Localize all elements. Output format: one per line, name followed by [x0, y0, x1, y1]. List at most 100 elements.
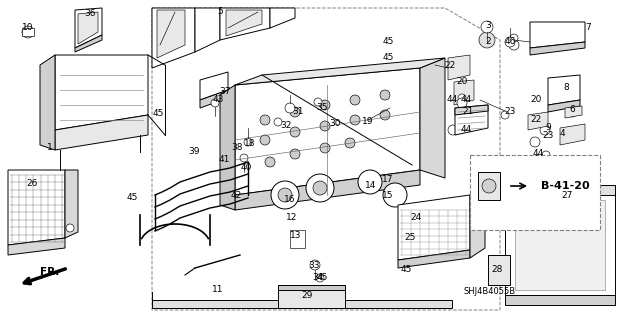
- Polygon shape: [455, 105, 488, 135]
- Circle shape: [66, 224, 74, 232]
- Circle shape: [535, 157, 545, 167]
- Text: 17: 17: [382, 174, 394, 183]
- Circle shape: [244, 138, 252, 146]
- Text: 11: 11: [212, 286, 224, 294]
- Polygon shape: [548, 75, 580, 105]
- Polygon shape: [235, 170, 420, 210]
- Polygon shape: [75, 35, 102, 52]
- Circle shape: [505, 37, 515, 47]
- Text: 22: 22: [444, 61, 456, 70]
- Circle shape: [316, 274, 324, 282]
- Polygon shape: [220, 85, 235, 210]
- Circle shape: [542, 151, 550, 159]
- Circle shape: [345, 138, 355, 148]
- Circle shape: [310, 260, 320, 270]
- Polygon shape: [55, 55, 148, 130]
- Circle shape: [240, 154, 248, 162]
- Circle shape: [271, 181, 299, 209]
- Text: 46: 46: [504, 38, 516, 47]
- Text: 26: 26: [26, 180, 38, 189]
- Text: 4: 4: [559, 130, 565, 138]
- Circle shape: [260, 135, 270, 145]
- Text: 32: 32: [280, 121, 292, 130]
- Text: 44: 44: [460, 125, 472, 135]
- Polygon shape: [75, 8, 102, 48]
- Polygon shape: [235, 68, 420, 195]
- Text: 6: 6: [569, 106, 575, 115]
- Circle shape: [290, 149, 300, 159]
- Circle shape: [479, 32, 495, 48]
- Text: 25: 25: [404, 234, 416, 242]
- Text: 1: 1: [47, 144, 53, 152]
- Bar: [470, 155, 600, 230]
- Polygon shape: [488, 255, 510, 285]
- Text: 18: 18: [244, 139, 256, 149]
- Text: 8: 8: [563, 84, 569, 93]
- Polygon shape: [220, 8, 270, 40]
- Polygon shape: [398, 250, 470, 268]
- Text: 35: 35: [316, 103, 328, 113]
- Text: 23: 23: [504, 108, 516, 116]
- Polygon shape: [8, 238, 65, 255]
- Text: 45: 45: [382, 38, 394, 47]
- Circle shape: [274, 118, 282, 126]
- Circle shape: [313, 181, 327, 195]
- Text: 9: 9: [545, 123, 551, 132]
- Circle shape: [320, 143, 330, 153]
- Circle shape: [260, 115, 270, 125]
- Polygon shape: [200, 90, 228, 108]
- Text: 38: 38: [231, 144, 243, 152]
- Text: B-41-20: B-41-20: [541, 181, 589, 191]
- Circle shape: [320, 100, 330, 110]
- Text: 24: 24: [410, 213, 422, 222]
- Bar: [152, 300, 452, 308]
- Text: FR.: FR.: [40, 267, 60, 277]
- Circle shape: [358, 170, 382, 194]
- Circle shape: [567, 107, 577, 117]
- Text: 39: 39: [188, 147, 200, 157]
- Polygon shape: [55, 115, 148, 150]
- Circle shape: [290, 127, 300, 137]
- Circle shape: [380, 90, 390, 100]
- Circle shape: [457, 98, 467, 108]
- Text: 45: 45: [126, 194, 138, 203]
- Circle shape: [314, 98, 322, 106]
- Polygon shape: [565, 106, 582, 118]
- Text: 19: 19: [362, 116, 374, 125]
- Text: 29: 29: [301, 292, 313, 300]
- Polygon shape: [454, 80, 474, 105]
- Polygon shape: [505, 185, 615, 295]
- Circle shape: [510, 34, 518, 42]
- Text: 33: 33: [308, 261, 320, 270]
- Text: 3: 3: [485, 20, 491, 29]
- Text: 21: 21: [462, 108, 474, 116]
- Polygon shape: [195, 8, 220, 52]
- Circle shape: [350, 115, 360, 125]
- Bar: [290, 230, 305, 248]
- Text: 36: 36: [84, 10, 96, 19]
- Polygon shape: [40, 55, 55, 150]
- Text: 45: 45: [382, 54, 394, 63]
- Text: 15: 15: [382, 191, 394, 201]
- Circle shape: [306, 174, 334, 202]
- Polygon shape: [398, 195, 470, 260]
- Polygon shape: [505, 185, 615, 195]
- Polygon shape: [530, 42, 585, 55]
- Text: 37: 37: [220, 87, 231, 97]
- Circle shape: [278, 188, 292, 202]
- Text: 42: 42: [230, 190, 242, 199]
- Text: 13: 13: [291, 231, 301, 240]
- Text: 23: 23: [542, 131, 554, 140]
- Circle shape: [320, 121, 330, 131]
- Circle shape: [290, 107, 300, 117]
- Polygon shape: [455, 105, 488, 115]
- Text: 31: 31: [292, 108, 304, 116]
- Text: 27: 27: [561, 191, 573, 201]
- Text: 41: 41: [218, 155, 230, 165]
- Text: 12: 12: [286, 213, 298, 222]
- Text: 34: 34: [312, 273, 324, 283]
- Circle shape: [22, 26, 34, 38]
- Polygon shape: [226, 10, 262, 36]
- Text: 2: 2: [485, 38, 491, 47]
- Text: 44: 44: [460, 95, 472, 105]
